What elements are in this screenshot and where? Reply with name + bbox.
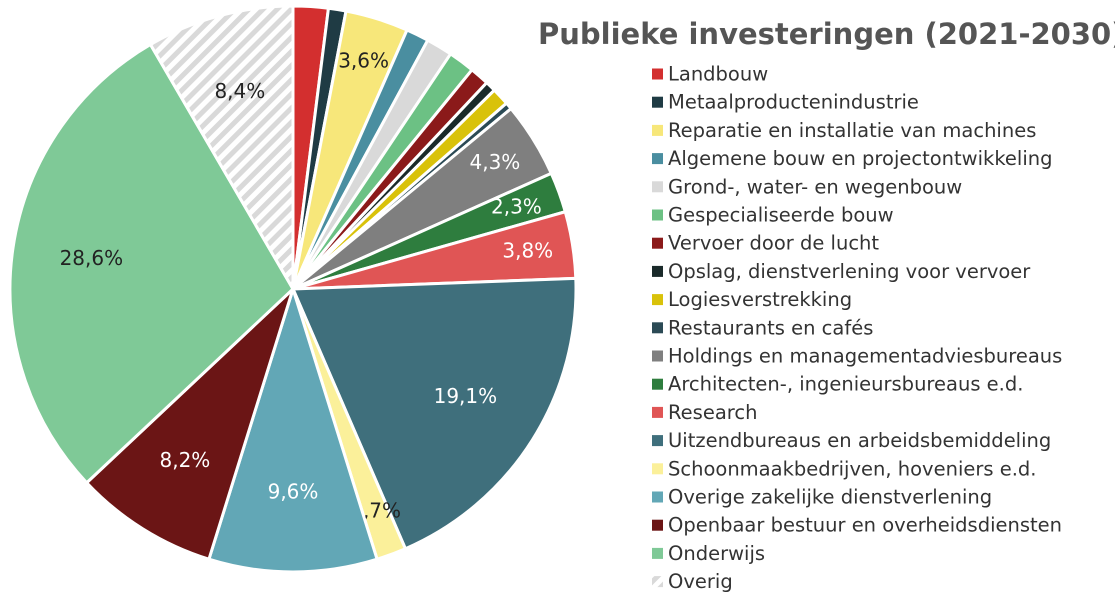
legend-swatch [652, 294, 663, 306]
legend-swatch [652, 124, 663, 136]
legend-label: Overig [668, 570, 733, 592]
data-label: 8,2% [159, 448, 210, 472]
pie-slice [84, 284, 297, 562]
pie-slice [290, 276, 578, 551]
legend-swatch [652, 96, 663, 108]
pie-slice [148, 4, 295, 295]
pie-slice [8, 42, 295, 485]
data-label: 4,3% [469, 150, 520, 174]
legend-label: Algemene bouw en projectontwikkeling [668, 147, 1053, 170]
data-label: 3,6% [338, 49, 389, 73]
legend-swatch [652, 378, 663, 390]
legend-label: Research [668, 401, 757, 424]
legend-swatch [652, 576, 663, 588]
legend-label: Landbouw [668, 63, 768, 86]
pie-slice [207, 283, 379, 574]
legend-label: Holdings en managementadviesbureaus [668, 345, 1062, 368]
legend-swatch [652, 237, 663, 249]
legend-label: Uitzendbureaus en arbeidsbemiddeling [668, 429, 1051, 452]
legend-label: Architecten-, ingenieursbureaus e.d. [668, 373, 1023, 396]
legend-label: Restaurants en cafés [668, 316, 873, 339]
data-label: 9,6% [268, 479, 319, 503]
legend-label: Onderwijs [668, 542, 765, 565]
legend-label: Opslag, dienstverlening voor vervoer [668, 260, 1031, 283]
legend-label: Overige zakelijke dienstverlening [668, 486, 992, 509]
legend-swatch [652, 322, 663, 334]
legend-label: Vervoer door de lucht [668, 232, 879, 255]
legend-swatch [652, 435, 663, 447]
legend-swatch [652, 519, 663, 531]
legend-label: Openbaar bestuur en overheidsdiensten [668, 514, 1062, 537]
data-label: 2,3% [491, 194, 542, 218]
legend-swatch [652, 153, 663, 165]
data-label: 8,4% [214, 79, 265, 103]
data-label: 19,1% [434, 384, 498, 408]
legend-swatch [652, 463, 663, 475]
data-label: 28,6% [60, 246, 124, 270]
chart-title: Publieke investeringen (2021-2030) [538, 17, 1115, 51]
legend-label: Grond-, water- en wegenbouw [668, 175, 962, 198]
legend-label: Metaalproductenindustrie [668, 91, 919, 114]
legend-label: Reparatie en installatie van machines [668, 119, 1036, 142]
legend-swatch [652, 350, 663, 362]
legend-label: Schoonmaakbedrijven, hoveniers e.d. [668, 457, 1037, 480]
legend-swatch [652, 68, 663, 80]
legend-swatch [652, 491, 663, 503]
legend-swatch [652, 547, 663, 559]
legend-label: Logiesverstrekking [668, 288, 852, 311]
legend-swatch [652, 265, 663, 277]
legend-label: Gespecialiseerde bouw [668, 204, 894, 227]
legend-swatch [652, 209, 663, 221]
data-label: 3,8% [502, 238, 553, 262]
legend-swatch [652, 181, 663, 193]
legend-swatch [652, 406, 663, 418]
